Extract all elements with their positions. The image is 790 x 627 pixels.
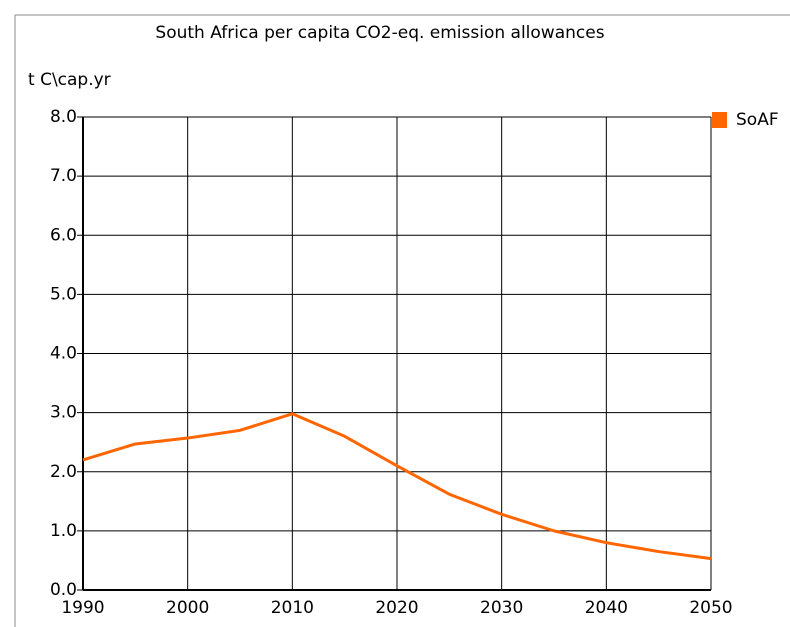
x-tick-label: 2010 (271, 598, 314, 618)
y-tick-label: 1.0 (50, 521, 77, 541)
legend-label: SoAF (736, 110, 779, 130)
chart-title: South Africa per capita CO2-eq. emission… (155, 23, 604, 43)
y-tick-label: 2.0 (50, 462, 77, 482)
legend-swatch (712, 112, 727, 128)
y-tick-label: 8.0 (50, 107, 77, 127)
x-tick-label: 2000 (166, 598, 209, 618)
x-tick-label: 2020 (375, 598, 418, 618)
y-tick-label: 6.0 (50, 225, 77, 245)
x-tick-label: 1990 (61, 598, 104, 618)
y-axis-label: t C\cap.yr (28, 70, 111, 90)
x-tick-label: 2050 (689, 598, 732, 618)
data-line (82, 412, 712, 561)
x-tick-label: 2030 (480, 598, 523, 618)
y-tick-label: 3.0 (50, 403, 77, 423)
y-tick-label: 5.0 (50, 284, 77, 304)
x-tick-label: 2040 (585, 598, 628, 618)
y-tick-label: 4.0 (50, 344, 77, 364)
y-tick-label: 0.0 (50, 580, 77, 600)
y-tick-label: 7.0 (50, 166, 77, 186)
